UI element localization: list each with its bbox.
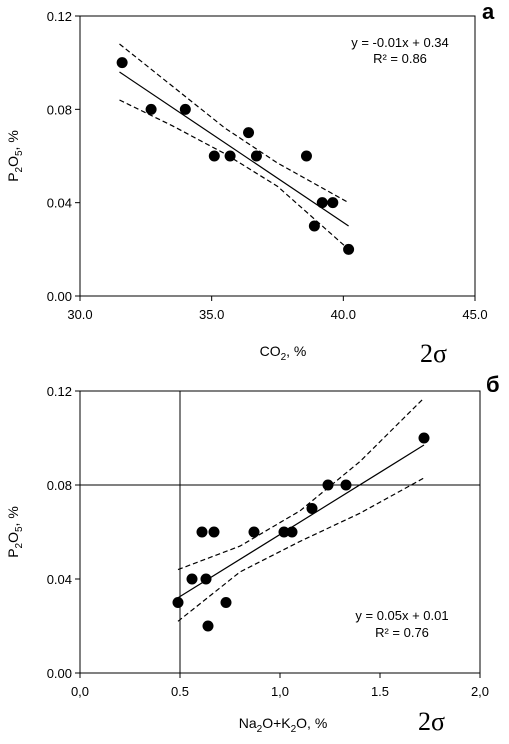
data-point-b-0 xyxy=(172,597,184,608)
data-point-a-8 xyxy=(316,197,328,209)
fit-line-b xyxy=(177,444,425,599)
data-point-b-9 xyxy=(286,526,298,538)
y-axis-label-a: P2O5, % xyxy=(5,130,25,182)
data-point-b-13 xyxy=(418,432,430,444)
y-tick-label-a-1: 0.04 xyxy=(47,196,72,211)
x-tick-label-a-3: 45.0 xyxy=(462,307,487,322)
y-axis-label-b: P2O5, % xyxy=(5,506,25,558)
sigma-label-b: 2σ xyxy=(418,707,445,736)
sigma-label-a: 2σ xyxy=(420,339,447,368)
data-point-a-1 xyxy=(145,103,157,115)
data-point-a-4 xyxy=(224,150,236,162)
data-point-b-4 xyxy=(202,620,214,632)
x-tick-label-a-2: 40.0 xyxy=(331,307,356,322)
x-ticks-b: 0,0 0.5 1,0 1.5 2,0 xyxy=(71,673,489,699)
y-tick-label-a-2: 0.08 xyxy=(47,102,72,117)
data-point-a-7 xyxy=(300,150,312,162)
y-tick-label-b-0: 0.00 xyxy=(47,666,72,681)
data-point-a-6 xyxy=(250,150,262,162)
x-axis-label-b: Na2O+K2O, % xyxy=(239,715,328,735)
plot-area-a xyxy=(79,15,476,297)
panel-letter-b: б xyxy=(486,372,500,397)
x-tick-label-b-4: 2,0 xyxy=(471,684,489,699)
data-point-a-2 xyxy=(179,103,191,115)
panel-letter-a: а xyxy=(482,0,495,24)
fit-line-a xyxy=(119,71,349,227)
y-ticks-a: 0.00 0.04 0.08 0.12 xyxy=(47,9,80,304)
data-point-b-6 xyxy=(220,597,232,608)
data-point-b-2 xyxy=(196,526,208,538)
points-b xyxy=(172,432,430,632)
x-tick-label-b-2: 1,0 xyxy=(271,684,289,699)
y-tick-label-a-3: 0.12 xyxy=(47,9,72,24)
r2-b: R² = 0.76 xyxy=(375,625,429,640)
data-point-b-7 xyxy=(248,526,260,538)
data-point-b-3 xyxy=(200,573,212,585)
regression-line-a xyxy=(119,71,349,227)
data-point-a-10 xyxy=(308,220,320,232)
x-ticks-a: 30.0 35.0 40.0 45.0 xyxy=(67,296,488,322)
chart-b: 0,0 0.5 1,0 1.5 2,0 0.00 0.04 0.08 0.12 y = 0.0… xyxy=(5,372,500,736)
data-point-b-5 xyxy=(208,526,220,538)
data-point-a-0 xyxy=(116,57,128,69)
regression-line-b xyxy=(177,444,425,599)
lower-band-a xyxy=(119,99,349,250)
upper-band-a xyxy=(119,43,349,204)
x-tick-label-b-0: 0,0 xyxy=(71,684,89,699)
r2-a: R² = 0.86 xyxy=(373,51,427,66)
x-axis-label-a: CO2, % xyxy=(260,343,307,363)
x-tick-label-a-0: 30.0 xyxy=(67,307,92,322)
y-tick-label-a-0: 0.00 xyxy=(47,289,72,304)
lower-band-b xyxy=(177,477,425,622)
gridlines-b xyxy=(80,391,480,673)
data-point-a-3 xyxy=(208,150,220,162)
x-tick-label-b-1: 0.5 xyxy=(171,684,189,699)
confidence-bands-a xyxy=(119,43,349,250)
points-a xyxy=(116,57,355,255)
y-tick-label-b-3: 0.12 xyxy=(47,384,72,399)
y-tick-label-b-1: 0.04 xyxy=(47,572,72,587)
data-point-a-5 xyxy=(243,127,255,139)
x-tick-label-b-3: 1.5 xyxy=(371,684,389,699)
y-ticks-b: 0.00 0.04 0.08 0.12 xyxy=(47,384,80,681)
equation-b: y = 0.05x + 0.01 xyxy=(355,608,448,623)
data-point-b-11 xyxy=(322,479,334,491)
data-point-a-9 xyxy=(327,197,339,209)
data-point-b-1 xyxy=(186,573,198,585)
equation-a: y = -0.01x + 0.34 xyxy=(351,35,449,50)
data-point-b-8 xyxy=(278,526,290,538)
x-tick-label-a-1: 35.0 xyxy=(199,307,224,322)
data-point-a-11 xyxy=(343,243,355,255)
upper-band-b xyxy=(177,397,425,571)
confidence-bands-b xyxy=(177,397,425,622)
data-point-b-10 xyxy=(306,503,318,514)
y-tick-label-b-2: 0.08 xyxy=(47,478,72,493)
data-point-b-12 xyxy=(340,479,352,491)
chart-a: 30.0 35.0 40.0 45.0 0.00 0.04 0.08 0.12 y = -0… xyxy=(5,0,495,368)
